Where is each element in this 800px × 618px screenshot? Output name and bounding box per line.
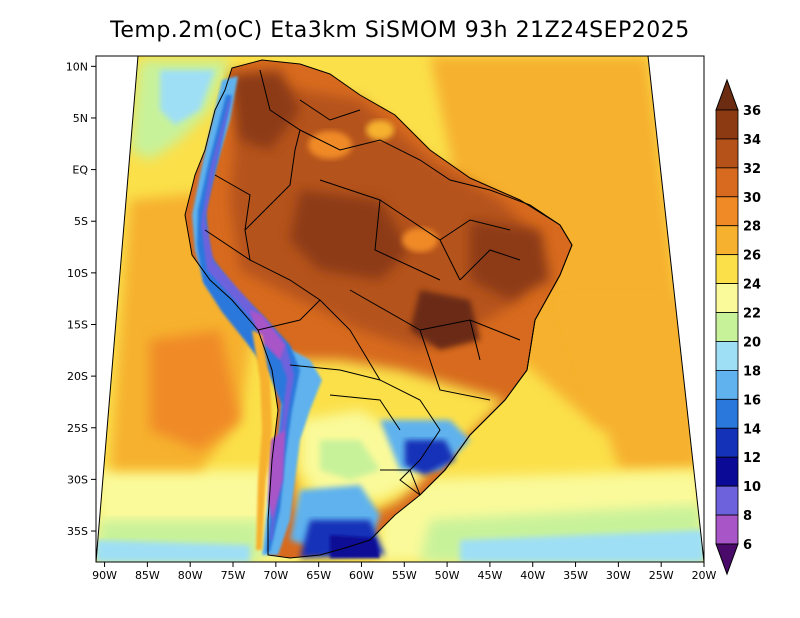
colorbar-segment bbox=[715, 341, 739, 371]
colorbar-segment bbox=[715, 283, 739, 313]
colorbar-label: 28 bbox=[743, 220, 761, 235]
colorbar-label: 10 bbox=[743, 480, 761, 495]
lat-axis: 10N 5N EQ 5S 10S 15S 20S 25S 30S 35S bbox=[66, 60, 96, 538]
colorbar-segment bbox=[715, 369, 739, 400]
colorbar-segment bbox=[715, 456, 739, 487]
colorbar-segment bbox=[715, 109, 739, 140]
colorbar-label: 34 bbox=[743, 133, 761, 148]
colorbar-label: 30 bbox=[743, 191, 761, 206]
colorbar: 36 34 32 30 28 26 24 22 20 18 16 14 12 10 8 6 bbox=[715, 78, 761, 576]
colorbar-segment bbox=[715, 225, 739, 256]
colorbar-label: 12 bbox=[743, 451, 761, 466]
axis-frame bbox=[95, 55, 705, 563]
lat-tick-label: EQ bbox=[72, 164, 88, 177]
colorbar-segment bbox=[715, 514, 739, 545]
colorbar-label: 18 bbox=[743, 364, 761, 379]
colorbar-segment bbox=[715, 167, 739, 198]
lon-axis: 90W 85W 80W 75W 70W 65W 60W 55W 50W 45W 40W 35W 30W 2… bbox=[92, 562, 717, 582]
lat-tick-label: 10S bbox=[67, 267, 88, 280]
lat-tick-label: 20S bbox=[67, 370, 88, 383]
colorbar-label: 26 bbox=[743, 249, 761, 264]
country-boundaries bbox=[184, 59, 573, 559]
lat-tick-label: 5S bbox=[74, 215, 88, 228]
lon-tick-label: 45W bbox=[477, 569, 502, 582]
lon-tick-label: 35W bbox=[563, 569, 588, 582]
colorbar-label: 32 bbox=[743, 162, 761, 177]
lon-tick-label: 90W bbox=[92, 569, 117, 582]
lon-tick-label: 75W bbox=[221, 569, 246, 582]
colorbar-top-arrow bbox=[715, 78, 739, 111]
colorbar-segment bbox=[715, 398, 739, 429]
colorbar-segment bbox=[715, 427, 739, 458]
colorbar-label: 8 bbox=[743, 509, 752, 524]
lat-tick-label: 5N bbox=[73, 112, 88, 125]
lat-tick-label: 35S bbox=[67, 525, 88, 538]
lon-tick-label: 40W bbox=[520, 569, 545, 582]
colorbar-segment bbox=[715, 254, 739, 285]
lon-tick-label: 80W bbox=[178, 569, 203, 582]
lon-tick-label: 60W bbox=[349, 569, 374, 582]
colorbar-segment bbox=[715, 196, 739, 227]
lon-tick-label: 50W bbox=[435, 569, 460, 582]
lon-tick-label: 55W bbox=[392, 569, 417, 582]
colorbar-segment bbox=[715, 312, 739, 342]
lon-tick-label: 30W bbox=[606, 569, 631, 582]
colorbar-bottom-arrow bbox=[715, 543, 739, 576]
lat-tick-label: 25S bbox=[67, 422, 88, 435]
lon-tick-label: 25W bbox=[649, 569, 674, 582]
colorbar-segment bbox=[715, 138, 739, 169]
colorbar-label: 14 bbox=[743, 422, 761, 437]
lat-tick-label: 10N bbox=[66, 60, 88, 73]
colorbar-segment bbox=[715, 485, 739, 516]
colorbar-label: 36 bbox=[743, 104, 761, 119]
colorbar-label: 22 bbox=[743, 307, 761, 322]
lat-tick-label: 30S bbox=[67, 473, 88, 486]
lat-tick-label: 15S bbox=[67, 318, 88, 331]
lon-tick-label: 70W bbox=[263, 569, 288, 582]
colorbar-label: 16 bbox=[743, 393, 761, 408]
temperature-field bbox=[96, 56, 704, 562]
lon-tick-label: 85W bbox=[135, 569, 160, 582]
colorbar-label: 6 bbox=[743, 538, 752, 553]
colorbar-label: 24 bbox=[743, 278, 761, 293]
lon-tick-label: 20W bbox=[692, 569, 717, 582]
lon-tick-label: 65W bbox=[306, 569, 331, 582]
colorbar-label: 20 bbox=[743, 335, 761, 350]
map-title: Temp.2m(oC) Eta3km SiSMOM 93h 21Z24SEP20… bbox=[110, 18, 690, 43]
